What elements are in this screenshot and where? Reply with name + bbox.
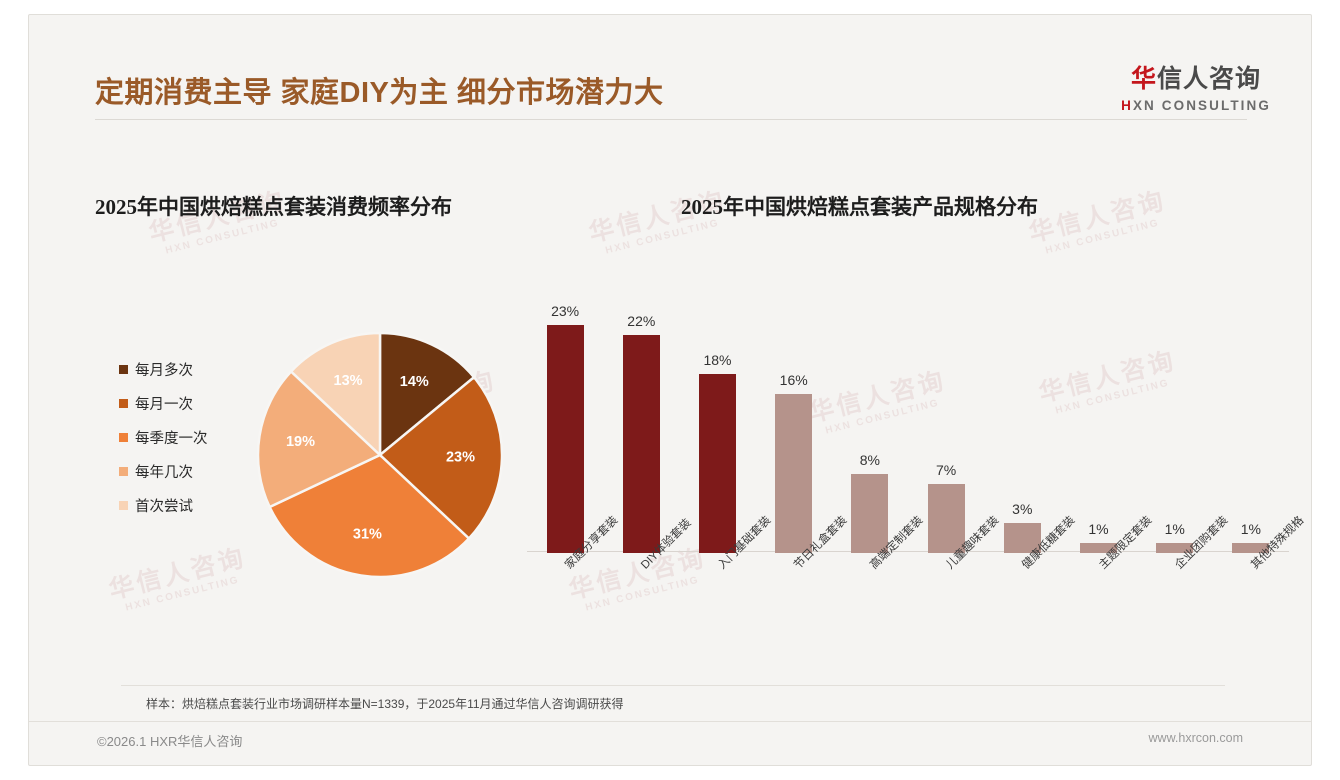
legend-item-label: 每月一次: [135, 396, 193, 413]
pie-chart-svg: 14% 23% 31% 19% 13%: [256, 331, 504, 579]
company-logo: 华信人咨询 HXN CONSULTING: [1121, 59, 1271, 113]
watermark-line2: HXN CONSULTING: [164, 217, 281, 257]
legend-swatch-icon: [119, 466, 128, 476]
legend-item-label: 每月多次: [135, 362, 193, 379]
logo-en-rest: XN CONSULTING: [1132, 98, 1271, 113]
bar-rect[interactable]: [1080, 543, 1117, 553]
slide-header: 定期消费主导 家庭DIY为主 细分市场潜力大 华信人咨询 HXN CONSULT…: [29, 15, 1311, 127]
legend-item-label: 每年几次: [135, 464, 193, 481]
legend-swatch-icon: [119, 432, 128, 442]
pie-slice-label: 19%: [286, 434, 315, 450]
bar-chart: 23% 22% 18% 16% 8% 7% 3% 1% 1% 1%: [527, 263, 1289, 553]
bar-rect[interactable]: [851, 473, 889, 553]
page-title: 定期消费主导 家庭DIY为主 细分市场潜力大: [95, 77, 664, 109]
source-note: 样本：烘焙糕点套装行业市场调研样本量N=1339，于2025年11月通过华信人咨…: [146, 697, 624, 711]
bar-column[interactable]: 8%: [851, 265, 889, 553]
bar-value-label: 23%: [551, 302, 580, 319]
bar-column[interactable]: 7%: [927, 265, 965, 553]
watermark-line2: HXN CONSULTING: [584, 574, 701, 614]
bar-column[interactable]: 22%: [622, 265, 660, 553]
legend-item[interactable]: 每年几次: [119, 454, 208, 488]
pie-slice-label: 23%: [446, 449, 475, 465]
pie-slice[interactable]: [378, 375, 504, 541]
bar-column[interactable]: 3%: [1003, 265, 1041, 553]
legend-item[interactable]: 首次尝试: [119, 488, 208, 522]
watermark: 华信人咨询 HXN CONSULTING: [106, 544, 252, 617]
logo-en-accent: H: [1121, 98, 1133, 113]
legend-item[interactable]: 每季度一次: [119, 420, 208, 454]
legend-swatch-icon: [119, 500, 128, 510]
watermark-line1: 华信人咨询: [1026, 186, 1169, 248]
header-divider: [95, 119, 1247, 120]
slide-canvas: 华信人咨询 HXN CONSULTING 华信人咨询 HXN CONSULTIN…: [28, 14, 1312, 766]
bar-value-label: 1%: [1088, 521, 1109, 538]
pie-slice[interactable]: [289, 331, 382, 458]
bar-chart-axis-line: [527, 551, 1289, 552]
legend-item-label: 首次尝试: [135, 498, 193, 515]
bar-value-label: 3%: [1012, 501, 1033, 518]
watermark: 华信人咨询 HXN CONSULTING: [1026, 187, 1172, 260]
logo-chinese-rest: 信人咨询: [1157, 65, 1262, 93]
logo-english: HXN CONSULTING: [1121, 98, 1271, 113]
watermark-line1: 华信人咨询: [106, 543, 249, 605]
logo-accent-char: 华: [1131, 65, 1158, 93]
bar-column[interactable]: 16%: [775, 265, 813, 553]
bar-column[interactable]: 1%: [1156, 265, 1194, 553]
bar-rect[interactable]: [546, 324, 584, 553]
bar-column[interactable]: 1%: [1080, 265, 1117, 553]
watermark-line2: HXN CONSULTING: [124, 574, 241, 614]
watermark-line2: HXN CONSULTING: [604, 217, 721, 257]
legend-swatch-icon: [119, 398, 128, 408]
legend-item-label: 每季度一次: [135, 430, 208, 447]
pie-slice[interactable]: [267, 453, 471, 579]
bar-column[interactable]: 23%: [546, 265, 584, 553]
legend-swatch-icon: [119, 364, 128, 374]
bar-rect[interactable]: [1003, 523, 1041, 553]
bar-rect[interactable]: [775, 394, 813, 553]
bar-value-label: 16%: [779, 372, 808, 389]
logo-chinese: 华信人咨询: [1121, 59, 1271, 95]
legend-item[interactable]: 每月一次: [119, 386, 208, 420]
pie-slice-label: 14%: [400, 374, 429, 390]
pie-slice[interactable]: [256, 369, 383, 509]
bar-value-label: 18%: [703, 352, 732, 369]
bar-value-label: 7%: [935, 461, 957, 478]
bar-rect[interactable]: [1156, 543, 1194, 553]
website-url: www.hxrcon.com: [1148, 731, 1243, 745]
bar-value-label: 1%: [1164, 521, 1185, 538]
footer-divider: [29, 721, 1311, 722]
bar-rect[interactable]: [622, 334, 660, 553]
bar-value-label: 1%: [1240, 521, 1262, 538]
note-divider: [121, 685, 1225, 686]
pie-legend: 每月多次每月一次每季度一次每年几次首次尝试: [119, 352, 208, 522]
pie-slice-label: 31%: [353, 526, 382, 542]
legend-item[interactable]: 每月多次: [119, 352, 208, 386]
bar-rect[interactable]: [1232, 543, 1270, 553]
pie-slice[interactable]: [378, 331, 476, 458]
bar-value-label: 22%: [627, 312, 656, 329]
bar-column[interactable]: 1%: [1232, 265, 1270, 553]
copyright-text: ©2026.1 HXR华信人咨询: [97, 734, 243, 749]
bar-column[interactable]: 18%: [699, 265, 736, 553]
bar-chart-title: 2025年中国烘焙糕点套装产品规格分布: [681, 195, 1038, 219]
pie-chart: 14% 23% 31% 19% 13%: [240, 315, 520, 595]
bar-value-label: 8%: [859, 451, 881, 468]
pie-slice-label: 13%: [334, 373, 363, 389]
bar-rect[interactable]: [699, 374, 736, 553]
pie-chart-title: 2025年中国烘焙糕点套装消费频率分布: [95, 195, 452, 219]
bar-rect[interactable]: [927, 483, 965, 553]
watermark-line2: HXN CONSULTING: [1044, 217, 1161, 257]
